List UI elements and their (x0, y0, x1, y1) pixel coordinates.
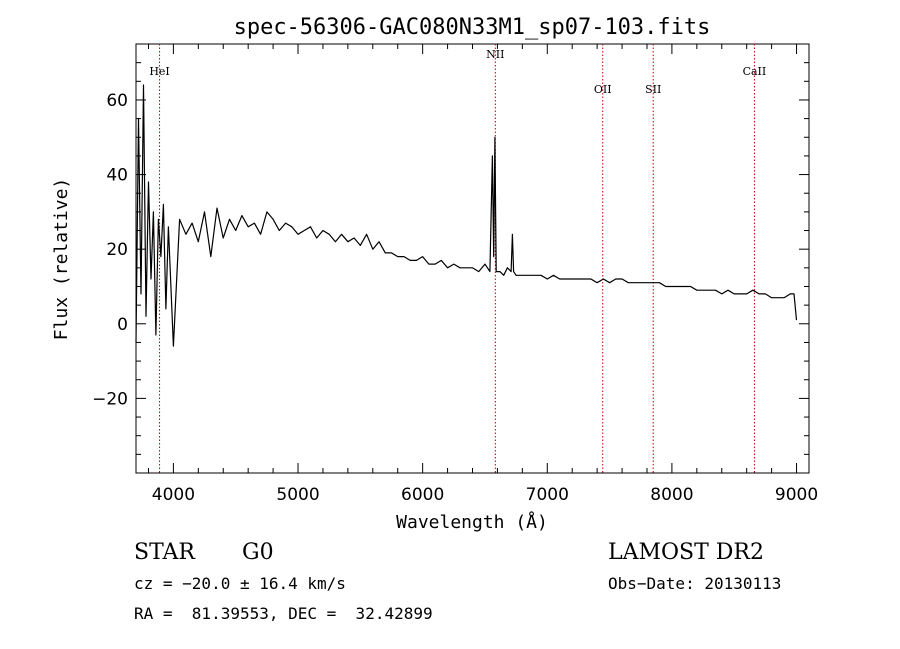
x-tick-label: 4000 (152, 485, 195, 505)
y-tick-label: 20 (106, 240, 128, 260)
spectral-class: STAR (134, 540, 195, 565)
spectral-subclass: G0 (242, 540, 274, 565)
chart-title: spec-56306-GAC080N33M1_sp07-103.fits (234, 15, 711, 40)
line-label-sii: SII (645, 83, 661, 96)
y-tick-label: 0 (117, 315, 128, 335)
x-axis-label: Wavelength (Å) (396, 511, 548, 533)
x-tick-label: 8000 (650, 485, 693, 505)
redshift-readout: cz = −20.0 ± 16.4 km/s (134, 574, 346, 593)
y-tick-label: 40 (106, 166, 128, 186)
y-axis-label: Flux (relative) (51, 178, 72, 341)
coordinates-readout: RA = 81.39553, DEC = 32.42899 (134, 604, 433, 623)
line-label-nii: NII (486, 48, 504, 61)
line-label-hei: HeI (149, 65, 169, 78)
x-tick-label: 5000 (276, 485, 319, 505)
obs-date: Obs−Date: 20130113 (608, 574, 782, 593)
x-tick-label: 7000 (526, 485, 569, 505)
x-tick-label: 9000 (775, 485, 818, 505)
y-tick-label: −20 (92, 389, 128, 409)
spectrum-series (135, 84, 798, 347)
axis-ticks: 4000 5000 6000 7000 8000 9000 −20 0 20 40 60 (92, 44, 818, 505)
line-label-caii: CaII (743, 65, 767, 78)
emission-line-markers: HeI NII OII SII CaII (149, 44, 766, 473)
y-tick-label: 60 (106, 91, 128, 111)
line-label-oii: OII (594, 83, 612, 96)
plot-frame (135, 43, 810, 474)
survey-label: LAMOST DR2 (608, 540, 764, 565)
x-tick-label: 6000 (401, 485, 444, 505)
spectrum-line (135, 84, 798, 347)
